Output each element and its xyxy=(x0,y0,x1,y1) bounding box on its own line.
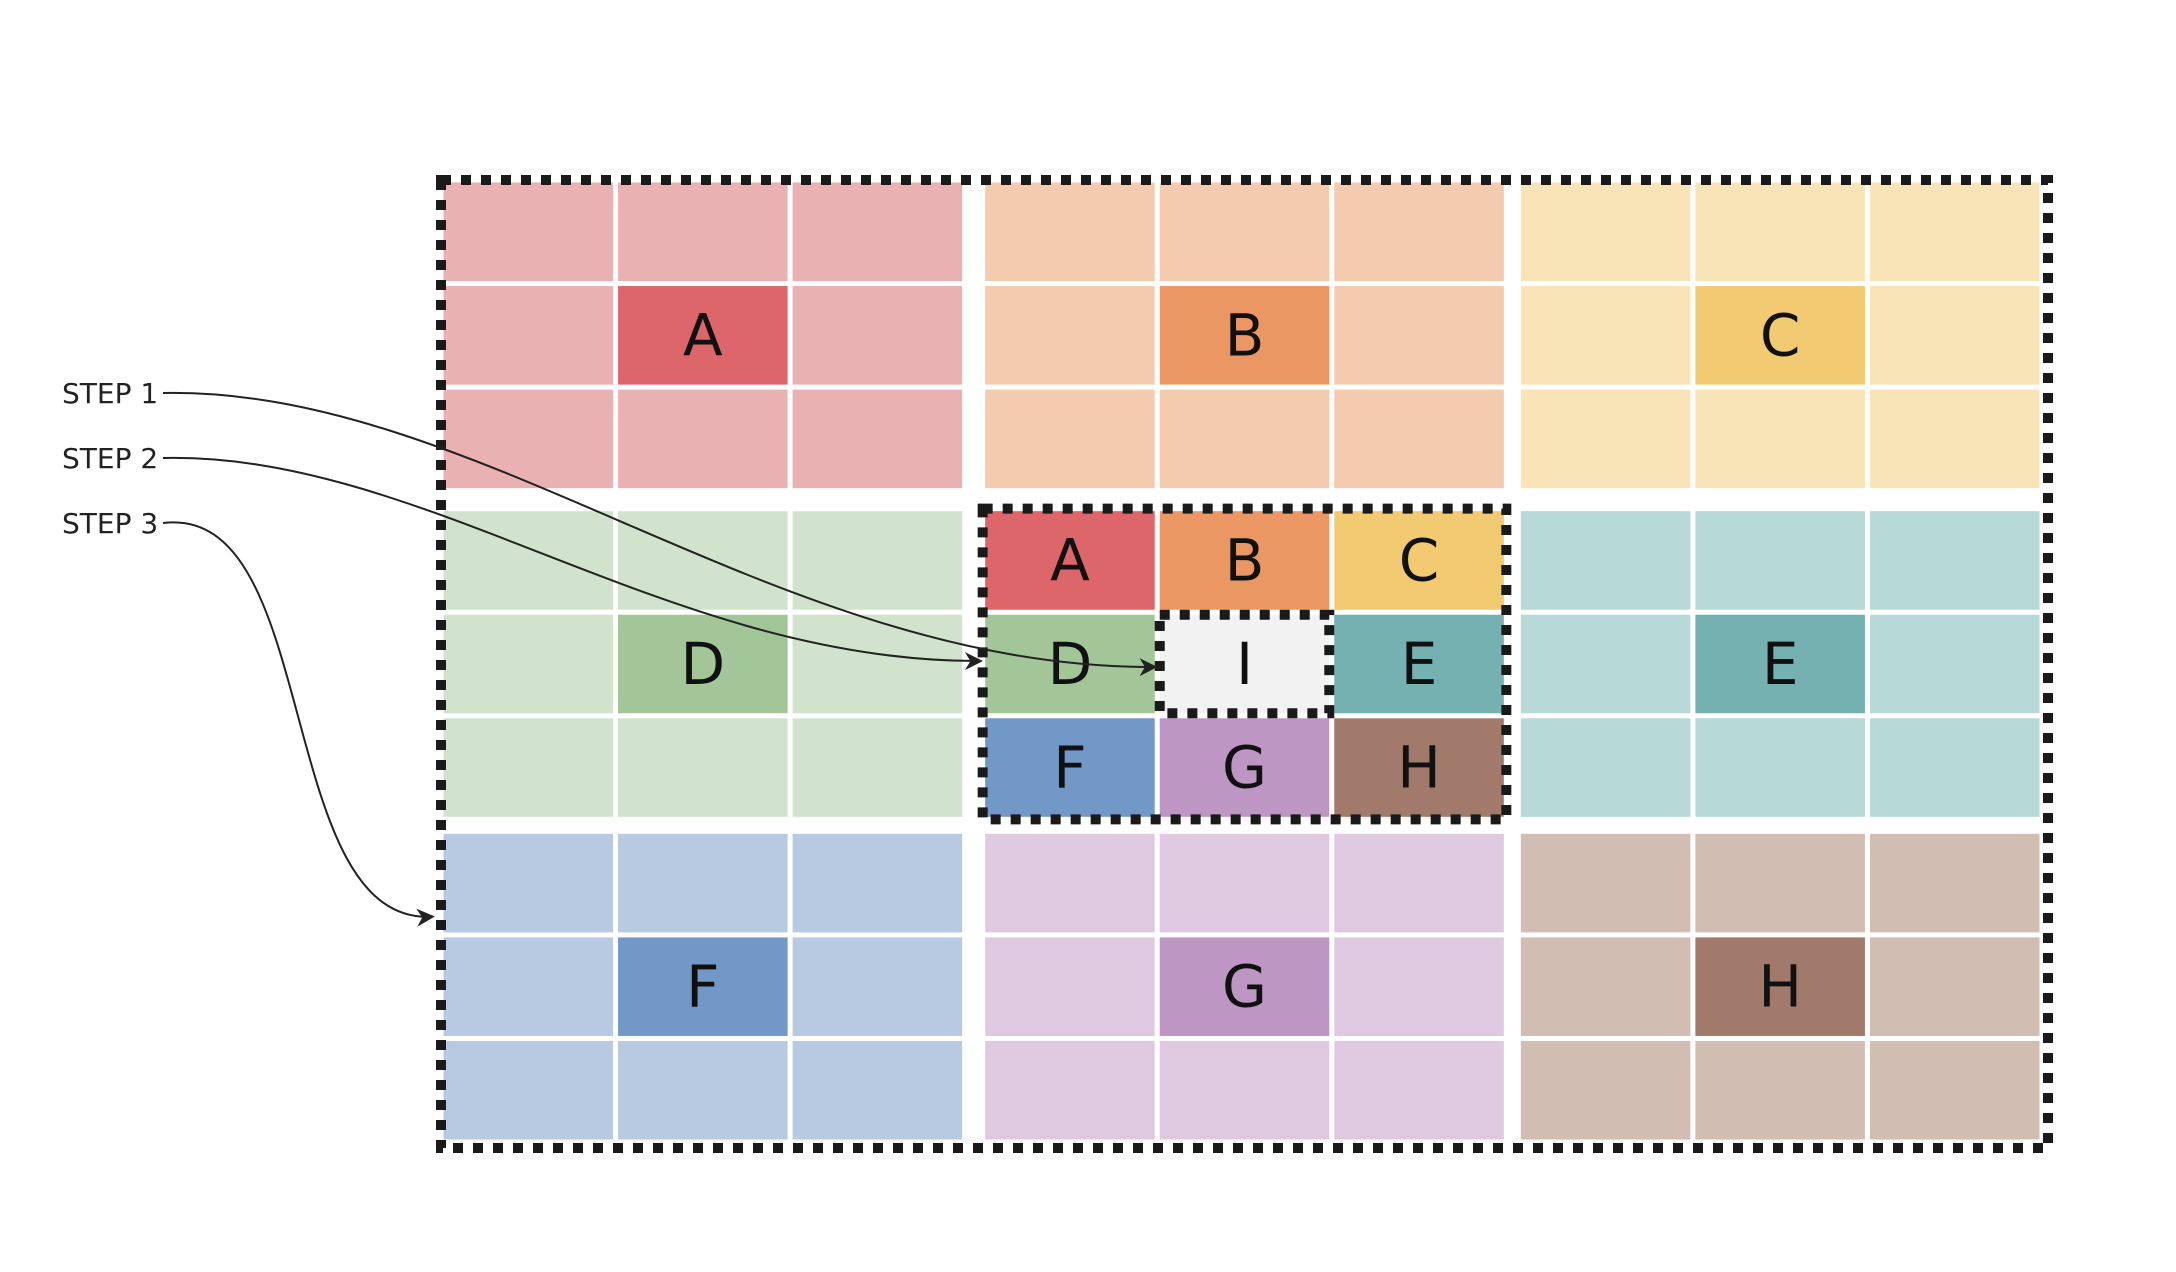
block-b-cell xyxy=(1334,390,1504,489)
center-cell-label: I xyxy=(1236,630,1253,698)
center-cell-label: A xyxy=(1050,526,1090,594)
block-f-cell xyxy=(793,1041,963,1140)
block-h-cell xyxy=(1521,834,1691,933)
block-f-cell xyxy=(618,834,788,933)
block-g-cell xyxy=(985,834,1155,933)
block-a-cell xyxy=(793,390,963,489)
block-e-cell xyxy=(1870,718,2040,817)
block-label: F xyxy=(686,953,719,1021)
center-cell-label: C xyxy=(1399,526,1440,594)
block-a-cell xyxy=(793,183,963,282)
block-b-cell xyxy=(1160,183,1330,282)
block-a-cell xyxy=(618,390,788,489)
block-b-cell xyxy=(985,183,1155,282)
block-h-cell xyxy=(1870,1041,2040,1140)
step-label-1: STEP 1 xyxy=(62,377,158,410)
center-cell-label: G xyxy=(1222,734,1267,802)
block-c-cell xyxy=(1870,390,2040,489)
block-e-cell xyxy=(1695,511,1865,610)
step-label-2: STEP 2 xyxy=(62,442,158,475)
block-b-cell xyxy=(985,286,1155,385)
step-arrow-3 xyxy=(163,522,433,917)
block-g-cell xyxy=(1334,834,1504,933)
block-label: A xyxy=(683,301,723,369)
block-g-cell xyxy=(985,937,1155,1036)
block-label: H xyxy=(1758,953,1802,1021)
block-c-cell xyxy=(1870,286,2040,385)
center-cell-label: E xyxy=(1401,630,1438,698)
block-e-cell xyxy=(1521,615,1691,714)
step-label-3: STEP 3 xyxy=(62,507,158,540)
block-label: D xyxy=(680,630,725,698)
block-d-cell xyxy=(793,718,963,817)
block-a-cell xyxy=(444,183,614,282)
block-a-cell xyxy=(444,286,614,385)
block-h-cell xyxy=(1695,1041,1865,1140)
block-c-cell xyxy=(1870,183,2040,282)
block-b-cell xyxy=(1334,286,1504,385)
block-label: B xyxy=(1225,301,1265,369)
block-h-cell xyxy=(1695,834,1865,933)
block-f-cell xyxy=(444,1041,614,1140)
step-labels: STEP 1 STEP 2 STEP 3 xyxy=(62,377,158,540)
block-g-cell xyxy=(1334,937,1504,1036)
block-g-cell xyxy=(1334,1041,1504,1140)
block-e-cell xyxy=(1870,511,2040,610)
block-label: C xyxy=(1760,301,1801,369)
block-h-cell xyxy=(1870,834,2040,933)
block-e-cell xyxy=(1521,511,1691,610)
block-b-cell xyxy=(1334,183,1504,282)
block-a-cell xyxy=(444,390,614,489)
center-cell-label: B xyxy=(1225,526,1265,594)
block-c-cell xyxy=(1521,286,1691,385)
block-h-cell xyxy=(1521,937,1691,1036)
block-a-cell xyxy=(793,286,963,385)
block-f-cell xyxy=(793,834,963,933)
block-f-cell xyxy=(444,937,614,1036)
block-e-cell xyxy=(1870,615,2040,714)
block-f-cell xyxy=(618,1041,788,1140)
center-cell-label: H xyxy=(1397,734,1441,802)
center-grid: A B CD I EF G H xyxy=(985,511,1504,817)
block-label: G xyxy=(1222,953,1267,1021)
block-c-cell xyxy=(1695,183,1865,282)
block-d-cell xyxy=(793,615,963,714)
center-cell-label: F xyxy=(1053,734,1086,802)
block-e-cell xyxy=(1521,718,1691,817)
block-b-cell xyxy=(985,390,1155,489)
block-d-cell xyxy=(618,718,788,817)
block-h-cell xyxy=(1870,937,2040,1036)
block-f-cell xyxy=(444,834,614,933)
block-b-cell xyxy=(1160,390,1330,489)
block-label: E xyxy=(1762,630,1799,698)
block-g-cell xyxy=(1160,834,1330,933)
block-e-cell xyxy=(1695,718,1865,817)
block-c-cell xyxy=(1521,390,1691,489)
block-d-cell xyxy=(793,511,963,610)
block-d-cell xyxy=(618,511,788,610)
block-g-cell xyxy=(985,1041,1155,1140)
block-c-cell xyxy=(1695,390,1865,489)
block-f-cell xyxy=(793,937,963,1036)
block-c-cell xyxy=(1521,183,1691,282)
block-g-cell xyxy=(1160,1041,1330,1140)
block-a-cell xyxy=(618,183,788,282)
block-d-cell xyxy=(444,718,614,817)
block-h-cell xyxy=(1521,1041,1691,1140)
block-d-cell xyxy=(444,615,614,714)
